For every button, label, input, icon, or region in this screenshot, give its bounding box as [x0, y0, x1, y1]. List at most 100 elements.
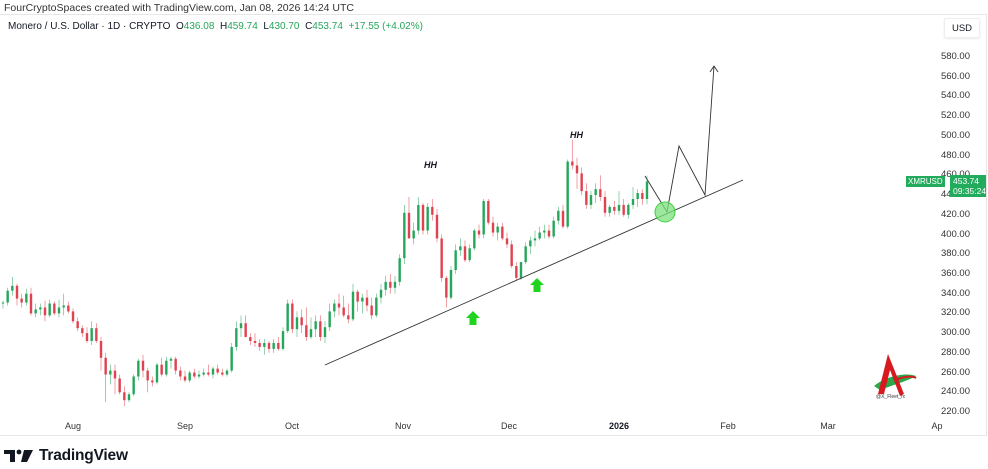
bar-countdown: 09:35:24 [953, 186, 987, 196]
candle [636, 189, 639, 207]
candle [141, 354, 145, 378]
candle [328, 303, 331, 332]
candle [589, 191, 593, 209]
hh-label-2: HH [570, 130, 583, 140]
up-arrow-icon[interactable] [530, 278, 544, 292]
candle [230, 342, 233, 373]
candle [449, 266, 453, 300]
tradingview-brand[interactable]: TradingView [4, 447, 128, 465]
candle [538, 226, 541, 241]
candle [608, 204, 611, 217]
candle [631, 187, 635, 209]
candle [169, 356, 173, 369]
close-label: C [305, 21, 313, 32]
candle [491, 216, 495, 237]
candle [361, 293, 364, 314]
hh-label-1: HH [424, 160, 437, 170]
candle [309, 317, 313, 340]
symbol-title[interactable]: Monero / U.S. Dollar · 1D · CRYPTO [8, 21, 171, 32]
candle [384, 275, 387, 296]
tradingview-wordmark: TradingView [39, 447, 128, 464]
candle [477, 224, 481, 239]
candle [398, 254, 401, 286]
candle [459, 238, 462, 257]
candle [104, 352, 107, 403]
candle [389, 273, 392, 294]
open-label: O [176, 21, 184, 32]
candle [267, 341, 271, 353]
candle [337, 293, 341, 316]
candle [575, 157, 579, 190]
high-label: H [219, 21, 228, 32]
candle [263, 339, 266, 355]
candle [132, 374, 135, 397]
candle [617, 191, 621, 215]
author-logo-icon [874, 354, 917, 396]
candle [323, 321, 327, 343]
candle [160, 357, 163, 377]
candle [57, 299, 61, 318]
candle [501, 222, 504, 241]
candle [319, 315, 322, 341]
last-price-ticker: XMRUSD [906, 176, 945, 187]
price-tick-label: 220.00 [940, 406, 970, 417]
up-arrow-icon[interactable] [466, 311, 480, 325]
candle [6, 287, 9, 306]
candle [48, 299, 51, 318]
candle [412, 222, 415, 245]
candle [202, 368, 205, 377]
candle [594, 183, 597, 203]
last-price-value: 453.74 [953, 176, 979, 186]
time-tick-label: Feb [720, 421, 736, 431]
candle [351, 283, 355, 322]
candle [1, 300, 5, 309]
price-tick-label: 520.00 [940, 110, 970, 122]
candle [258, 339, 261, 351]
price-tick-label: 400.00 [940, 228, 970, 240]
candle [272, 339, 275, 353]
price-tick-label: 500.00 [940, 129, 970, 141]
projection-arrowhead-icon [709, 65, 719, 73]
candle [43, 300, 47, 322]
candle [561, 204, 565, 229]
price-tick-label: 240.00 [940, 386, 970, 398]
price-tick-label: 320.00 [940, 307, 970, 319]
candle [277, 337, 280, 351]
price-tick-label: 260.00 [940, 366, 970, 378]
candle [533, 230, 537, 247]
candle [253, 333, 257, 347]
candle [295, 311, 299, 338]
candle [20, 293, 23, 308]
candle [613, 200, 616, 215]
candle [123, 386, 126, 407]
candle [356, 289, 359, 312]
candle [496, 222, 499, 241]
candle [109, 364, 112, 385]
candle [347, 303, 350, 324]
target-circle[interactable] [654, 201, 676, 223]
candle [417, 197, 420, 235]
price-tick-label: 580.00 [940, 51, 970, 62]
candle [81, 325, 84, 338]
support-trendline[interactable] [324, 179, 744, 366]
low-value: 430.70 [268, 21, 300, 32]
candle [403, 204, 406, 265]
author-handle: @X_Fleet_fx [876, 394, 905, 400]
projection-path[interactable] [644, 65, 715, 214]
candle [314, 315, 317, 338]
candle [482, 199, 485, 239]
currency-button[interactable]: USD [944, 18, 980, 38]
candle [127, 392, 131, 403]
candle [566, 159, 569, 229]
candle [468, 244, 471, 263]
candle [249, 333, 252, 345]
candle [300, 309, 303, 334]
candle [393, 275, 397, 294]
candle [421, 202, 425, 235]
candle [543, 224, 546, 239]
candle [118, 374, 121, 395]
candle [641, 189, 644, 205]
price-tick-label: 460.00 [941, 169, 970, 180]
candle [407, 197, 411, 239]
